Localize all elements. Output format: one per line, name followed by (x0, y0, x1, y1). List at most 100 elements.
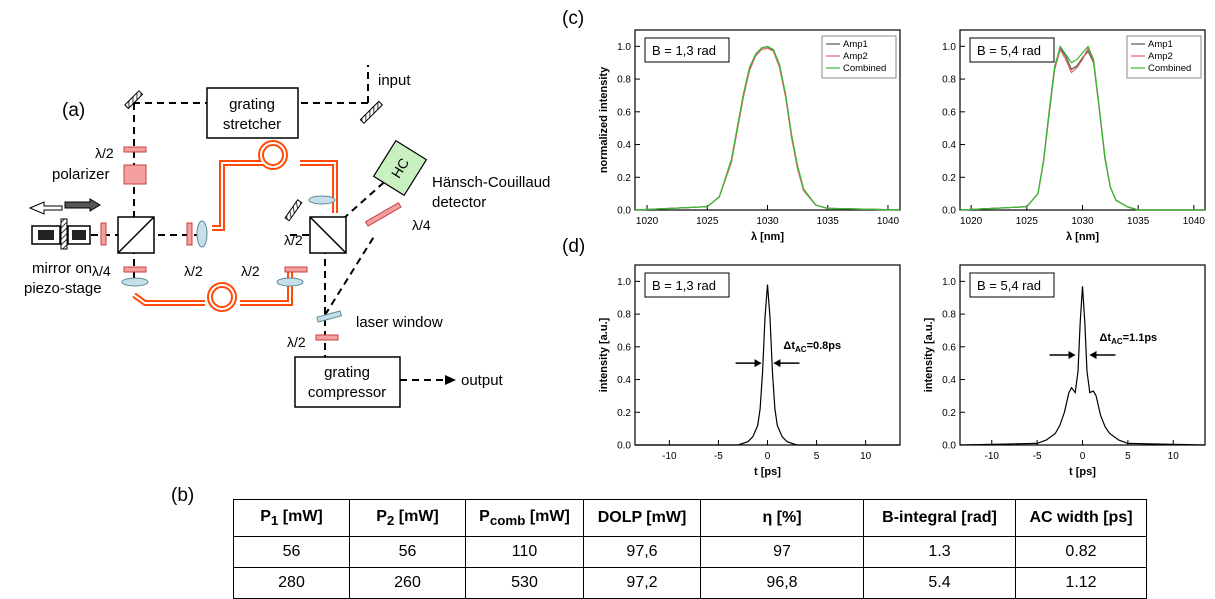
cell-p1: 280 (233, 567, 350, 599)
half-wave-plate-compressor (315, 334, 339, 341)
x-tick-label: -5 (1033, 451, 1042, 462)
annotation-label: B = 1,3 rad (652, 43, 716, 58)
y-tick-label: 0.8 (617, 310, 631, 321)
cell-pcomb: 530 (465, 567, 584, 599)
input-label: input (378, 72, 411, 89)
x-tick-label: 1030 (1071, 216, 1094, 227)
cell-p1: 56 (233, 536, 350, 568)
annotation-label: B = 5,4 rad (977, 43, 1041, 58)
y-tick-label: 0.8 (942, 310, 956, 321)
output-label: output (461, 372, 504, 389)
label-half-wave-right-top: λ/2 (284, 232, 303, 248)
annotation-box (969, 37, 1055, 63)
hc-label-2: detector (432, 194, 486, 211)
table-header-row: P1 [mW] P2 [mW] Pcomb [mW] DOLP [mW] η [… (233, 499, 1147, 537)
cell-p2: 56 (349, 536, 466, 568)
output-arrowhead (445, 375, 456, 385)
cell-pcomb: 110 (465, 536, 584, 568)
x-tick-label: 5 (814, 451, 820, 462)
label-half-wave-mid: λ/2 (184, 263, 203, 279)
x-tick-label: 1035 (817, 216, 840, 227)
label-half-wave-top: λ/2 (95, 145, 114, 161)
y-tick-label: 0.0 (942, 206, 956, 217)
series-line (634, 45, 901, 211)
y-tick-label: 0.4 (617, 375, 631, 386)
header-eta: η [%] (700, 499, 864, 537)
piezo-stage-mirror (28, 198, 101, 250)
fwhm-label: ΔtAC=0.8ps (783, 340, 841, 354)
mirror-label-2: piezo-stage (24, 280, 102, 297)
series-line (635, 284, 900, 446)
x-tick-label: 0 (1080, 451, 1086, 462)
half-wave-plate-mid (186, 222, 193, 246)
fwhm-label: ΔtAC=1.1ps (1099, 332, 1157, 346)
cell-eta: 96,8 (700, 567, 864, 599)
y-axis-label: normalized intensity (598, 66, 610, 173)
series-line (959, 286, 1206, 446)
y-axis-label: intensity [a.u.] (923, 317, 935, 392)
x-axis-label: t [ps] (754, 466, 781, 478)
y-tick-label: 0.8 (617, 75, 631, 86)
annotation-box (644, 272, 730, 298)
beam-splitter-right (309, 216, 347, 254)
label-half-wave-right-bottom: λ/2 (241, 263, 260, 279)
stretcher-label-2: stretcher (223, 116, 281, 133)
y-tick-label: 1.0 (617, 42, 631, 53)
legend-box (1126, 35, 1202, 79)
lens-right-top (308, 195, 336, 205)
hc-label-1: Hänsch-Couillaud (432, 174, 550, 191)
series-line (959, 44, 1205, 211)
header-ac-width: AC width [ps] (1015, 499, 1147, 537)
fwhm-arrowhead-left (1068, 351, 1076, 359)
mirror-input (359, 100, 384, 125)
y-tick-label: 0.6 (942, 342, 956, 353)
y-tick-label: 1.0 (942, 277, 956, 288)
spectrum-chart-b13: 1020 1025 1030 1035 1040 0.0 0.2 0.4 0.6 0.8 1.0 λ … (598, 29, 901, 243)
y-tick-label: 1.0 (617, 277, 631, 288)
panel-label-d: (d) (562, 236, 586, 257)
x-tick-label: 10 (1168, 451, 1180, 462)
cell-dolp: 97,2 (583, 567, 701, 599)
compressor-label-2: compressor (308, 384, 386, 401)
half-wave-plate-top (123, 146, 147, 153)
panel-label-a: (a) (62, 100, 86, 121)
label-half-wave-compressor: λ/2 (287, 334, 306, 350)
grating-stretcher-box (206, 87, 299, 139)
cell-p2: 260 (349, 567, 466, 599)
y-axis-label: intensity [a.u.] (598, 317, 610, 392)
x-tick-label: 5 (1125, 451, 1131, 462)
x-tick-label: -10 (985, 451, 1000, 462)
autocorrelation-chart-b13: -10 -5 0 5 10 0.0 0.2 0.4 0.6 0.8 1.0 t [ps] intensi… (598, 264, 901, 478)
y-tick-label: 0.4 (942, 140, 956, 151)
x-tick-label: -10 (662, 451, 677, 462)
y-tick-label: 0.4 (942, 375, 956, 386)
y-tick-label: 0.0 (617, 206, 631, 217)
annotation-box (969, 272, 1055, 298)
half-wave-plate-right (284, 266, 308, 273)
x-tick-label: 1040 (1183, 216, 1206, 227)
quarter-wave-plate-hc (364, 202, 402, 227)
optical-setup-schematic: grating stretcher grating compressor inp… (24, 65, 550, 408)
grating-compressor-box (294, 356, 401, 408)
x-tick-label: 1025 (1016, 216, 1039, 227)
y-tick-label: 1.0 (942, 42, 956, 53)
x-axis-label: λ [nm] (751, 231, 784, 243)
mirror-right-arm (284, 199, 303, 222)
lens-bottom-left (121, 277, 149, 287)
legend-box (821, 35, 897, 79)
cell-b-integral: 1.3 (863, 536, 1016, 568)
autocorrelation-chart-b54: -10 -5 0 5 10 0.0 0.2 0.4 0.6 0.8 1.0 t [ps] intensi… (923, 264, 1206, 478)
x-tick-label: -5 (714, 451, 723, 462)
x-tick-label: 1020 (636, 216, 659, 227)
x-tick-label: 0 (765, 451, 771, 462)
lens-mid (196, 220, 208, 248)
header-b-integral: B-integral [rad] (863, 499, 1016, 537)
label-polarizer: polarizer (52, 166, 110, 183)
x-axis-label: t [ps] (1069, 466, 1096, 478)
half-wave-plate-bottom-left (123, 266, 147, 273)
series-line (634, 47, 901, 211)
legend-entry: Amp1 (1148, 39, 1173, 50)
y-tick-label: 0.0 (942, 441, 956, 452)
label-laser-window: laser window (356, 314, 443, 331)
y-tick-label: 0.6 (942, 107, 956, 118)
